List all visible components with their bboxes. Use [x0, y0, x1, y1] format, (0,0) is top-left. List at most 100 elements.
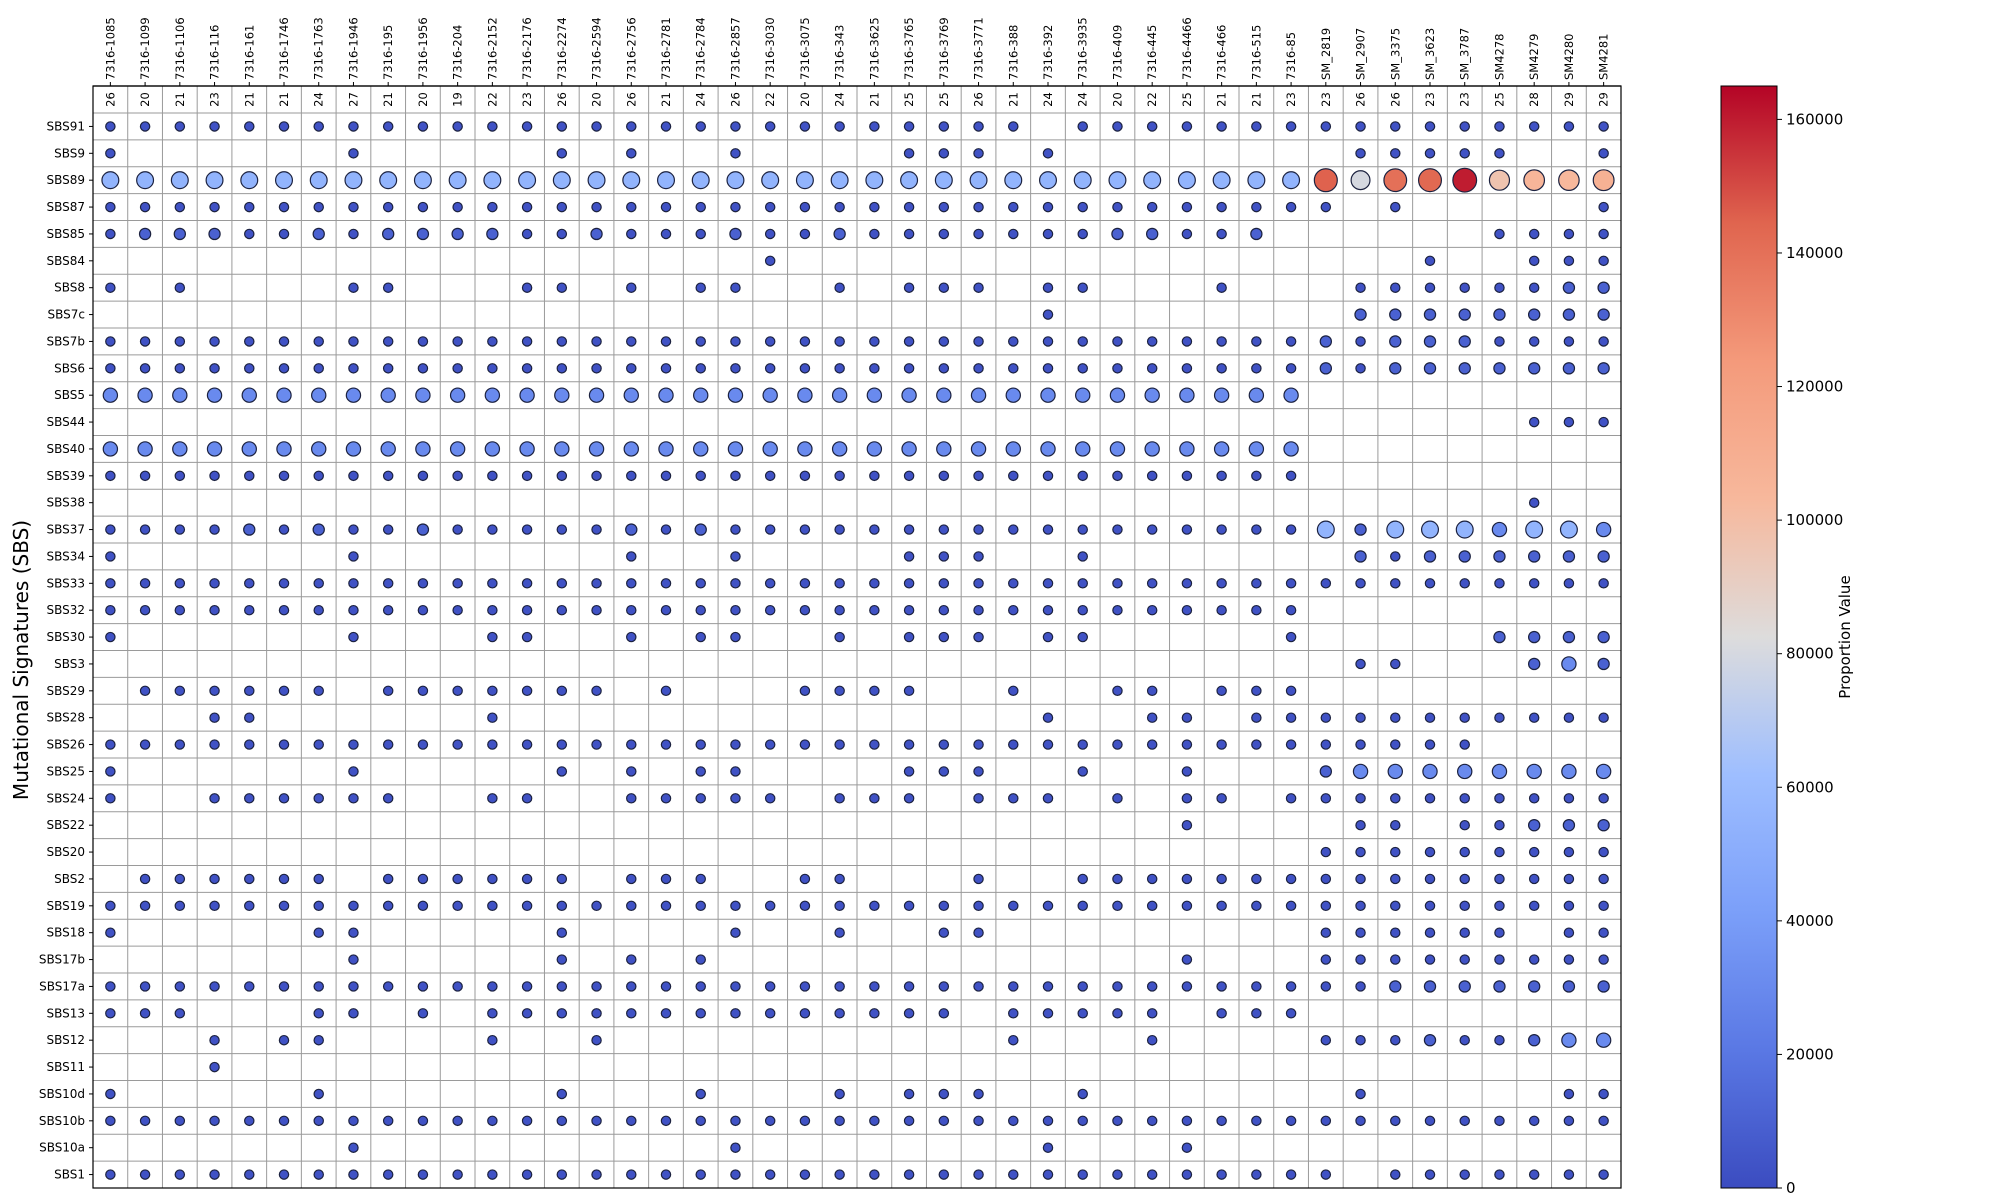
- bubble: [1213, 387, 1230, 403]
- bubble: [101, 171, 120, 190]
- bubble: [1595, 1032, 1612, 1048]
- bubble: [1285, 631, 1297, 643]
- bubble: [1146, 1008, 1158, 1019]
- bubble: [1598, 201, 1609, 213]
- bubble: [174, 1008, 186, 1019]
- bubble: [869, 201, 880, 213]
- y-tick-label: SBS28: [46, 711, 85, 725]
- bubble: [487, 524, 498, 535]
- bubble: [1491, 521, 1508, 538]
- bubble: [1008, 201, 1019, 213]
- bubble: [1319, 765, 1333, 778]
- bubble: [382, 363, 394, 374]
- bubble: [313, 1008, 324, 1019]
- bubble: [311, 441, 327, 457]
- bubble: [521, 282, 533, 293]
- bubble: [1077, 201, 1088, 213]
- y-tick-label: SBS17a: [39, 979, 85, 993]
- bubble: [1212, 171, 1231, 190]
- bubble: [105, 1169, 116, 1180]
- bubble: [1042, 793, 1054, 804]
- bubble: [938, 228, 950, 240]
- bubble: [903, 631, 915, 643]
- bubble: [973, 282, 984, 293]
- sample-count-label: 21: [1006, 92, 1020, 107]
- x-tick-label: 7316-3769: [937, 17, 951, 80]
- bubble: [278, 900, 290, 912]
- bubble: [556, 363, 568, 374]
- bubble: [1251, 685, 1262, 697]
- bubble: [487, 685, 498, 697]
- bubble: [834, 201, 845, 213]
- bubble: [1146, 981, 1158, 992]
- x-tick-label: 7316-388: [1006, 25, 1020, 80]
- bubble: [1528, 255, 1540, 267]
- y-tick-label: SBS10d: [39, 1087, 85, 1101]
- bubble: [1494, 1169, 1505, 1180]
- sample-count-label: 26: [103, 92, 117, 107]
- bubble: [174, 201, 186, 213]
- bubble: [764, 1115, 776, 1127]
- bubble: [1523, 169, 1546, 192]
- bubble: [243, 523, 256, 536]
- bubble: [695, 604, 706, 616]
- x-tick-label: SM_3375: [1388, 28, 1402, 80]
- x-tick-label: 7316-1956: [416, 17, 430, 80]
- bubble: [797, 441, 813, 457]
- bubble: [105, 363, 116, 374]
- colorbar-tick-label: 140000: [1786, 244, 1843, 262]
- bubble: [1528, 793, 1540, 804]
- bubble: [1008, 1169, 1019, 1180]
- bubble: [626, 1008, 637, 1019]
- bubble: [626, 228, 637, 240]
- bubble: [730, 793, 741, 804]
- bubble: [1598, 255, 1609, 267]
- grid-lines: [92, 85, 1622, 1189]
- bubble: [834, 1169, 845, 1180]
- sample-count-labels: 26 20 21 23 21 21 24 27 21 20 19 22 23 26 20 26 21 24 26 22…: [103, 92, 1610, 107]
- bubble: [382, 793, 394, 804]
- bubble: [695, 766, 706, 777]
- bubble: [1494, 148, 1505, 159]
- bubble: [730, 201, 741, 213]
- bubble: [1216, 470, 1227, 482]
- bubble: [1181, 739, 1193, 750]
- bubble: [869, 981, 880, 992]
- x-tick-label: 7316-1106: [173, 17, 187, 80]
- bubble: [1595, 521, 1612, 538]
- bubble: [1216, 900, 1227, 912]
- bubble: [695, 900, 706, 912]
- x-tick-label: 7316-2784: [694, 17, 708, 80]
- bubble: [1563, 927, 1575, 938]
- bubble: [764, 201, 776, 213]
- bubble: [173, 227, 187, 241]
- sample-count-label: 20: [138, 92, 152, 107]
- bubble: [973, 201, 984, 213]
- bubble: [903, 578, 915, 589]
- bubble: [1390, 900, 1401, 912]
- bubble: [660, 1115, 672, 1127]
- bubble: [1216, 121, 1227, 132]
- bubble: [695, 1008, 706, 1019]
- bubble: [660, 201, 672, 213]
- bubble: [348, 228, 359, 240]
- bubble: [209, 739, 220, 750]
- x-tick-label: 7316-1085: [103, 17, 117, 80]
- y-tick-label: SBS39: [46, 469, 85, 483]
- colorbar-ticks: 0 20000 40000 60000 80000 100000 120000 140000 1…: [1777, 110, 1843, 1197]
- bubble: [1527, 308, 1541, 321]
- bubble: [416, 523, 430, 536]
- bubble: [730, 578, 741, 589]
- bubble: [1352, 763, 1369, 780]
- bubble: [660, 121, 672, 132]
- bubble: [973, 739, 984, 750]
- bubble: [1528, 712, 1540, 723]
- bubble: [1354, 308, 1367, 321]
- bubble: [1563, 1169, 1575, 1180]
- bubble: [311, 387, 327, 403]
- bubble: [1077, 1115, 1088, 1127]
- bubble: [139, 1008, 151, 1019]
- bubble: [795, 171, 814, 190]
- bubble: [834, 685, 845, 697]
- bubble: [869, 336, 880, 347]
